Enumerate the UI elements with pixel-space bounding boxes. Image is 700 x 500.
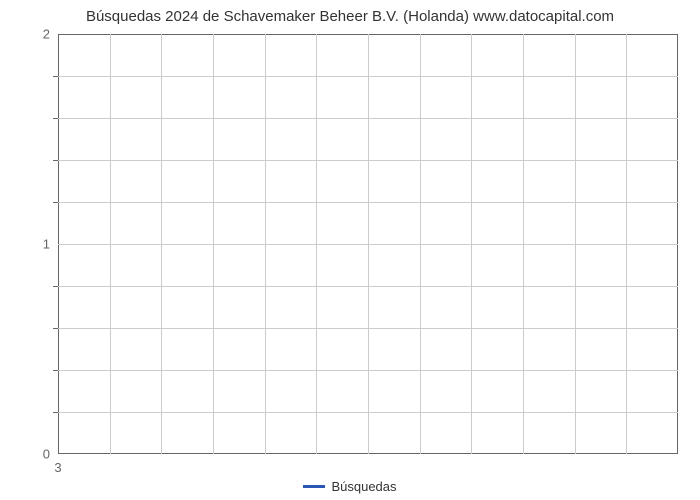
gridline-horizontal xyxy=(58,118,678,119)
y-minor-tick xyxy=(53,286,58,287)
y-minor-tick xyxy=(53,160,58,161)
gridline-horizontal xyxy=(58,244,678,245)
y-minor-tick xyxy=(53,202,58,203)
legend-swatch xyxy=(303,485,325,488)
y-minor-tick xyxy=(53,76,58,77)
y-minor-tick xyxy=(53,328,58,329)
gridline-horizontal xyxy=(58,286,678,287)
gridline-horizontal xyxy=(58,202,678,203)
plot-area: 0123 xyxy=(58,34,678,454)
legend: Búsquedas xyxy=(0,478,700,494)
gridline-horizontal xyxy=(58,412,678,413)
gridline-horizontal xyxy=(58,160,678,161)
gridline-horizontal xyxy=(58,370,678,371)
legend-label: Búsquedas xyxy=(331,479,396,494)
y-minor-tick xyxy=(53,412,58,413)
y-minor-tick xyxy=(53,370,58,371)
y-tick-label: 2 xyxy=(43,27,50,42)
gridline-horizontal xyxy=(58,328,678,329)
gridline-horizontal xyxy=(58,76,678,77)
x-tick-label: 3 xyxy=(54,460,61,475)
chart-title: Búsquedas 2024 de Schavemaker Beheer B.V… xyxy=(0,8,700,25)
y-minor-tick xyxy=(53,118,58,119)
y-tick-label: 1 xyxy=(43,237,50,252)
y-tick-label: 0 xyxy=(43,447,50,462)
